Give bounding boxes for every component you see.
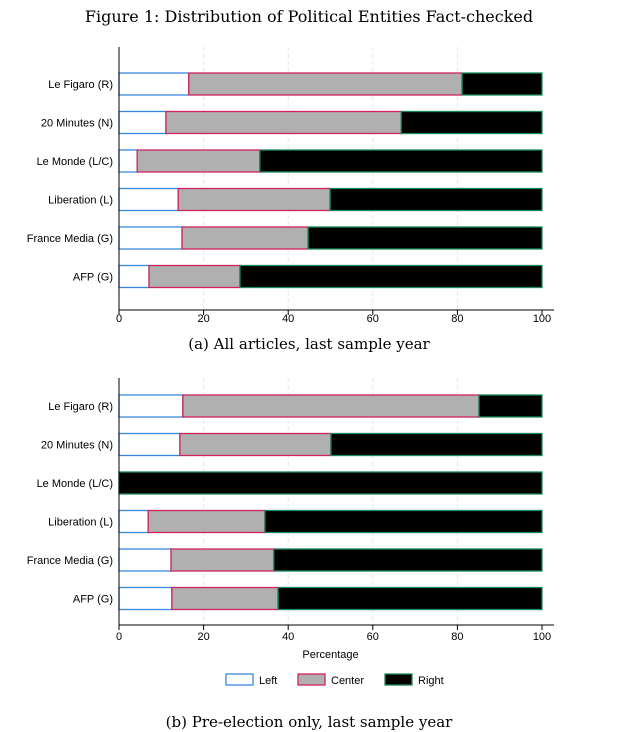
x-tick-label: 60 — [367, 313, 379, 325]
category-label: Le Monde (L/C) — [37, 478, 113, 490]
category-label: AFP (G) — [73, 272, 113, 284]
bar-left — [118, 187, 179, 212]
x-tick-label: 20 — [197, 631, 209, 643]
bar-right — [273, 548, 543, 572]
x-axis-label: Percentage — [302, 649, 358, 661]
x-tick-label: 0 — [116, 313, 122, 325]
x-tick-label: 60 — [367, 631, 379, 643]
bar-center — [177, 187, 331, 212]
category-label: Le Figaro (R) — [48, 79, 113, 91]
x-tick-label: 40 — [282, 631, 294, 643]
bar-left — [118, 432, 181, 457]
figure-title: Figure 1: Distribution of Political Enti… — [85, 7, 533, 26]
bar-center — [148, 264, 241, 289]
x-tick-label: 80 — [451, 631, 463, 643]
legend-label-right: Right — [418, 675, 444, 687]
x-tick-label: 20 — [197, 313, 209, 325]
bar-center — [165, 110, 402, 135]
bar-left — [118, 149, 138, 173]
category-label: Liberation (L) — [48, 195, 113, 207]
bar-left — [118, 586, 173, 611]
bar-right — [329, 187, 543, 212]
bar-right — [264, 509, 543, 534]
legend-label-left: Left — [259, 675, 277, 687]
legend-swatch-right — [384, 673, 413, 686]
x-tick-label: 100 — [533, 313, 551, 325]
bar-left — [118, 548, 172, 572]
x-tick-label: 80 — [451, 313, 463, 325]
bar-center — [179, 432, 332, 457]
bar-left — [118, 394, 184, 418]
bar-right — [400, 110, 543, 135]
bar-center — [170, 548, 275, 572]
legend-swatch-center — [297, 673, 326, 686]
bar-right — [118, 471, 543, 495]
category-label: Le Figaro (R) — [48, 401, 113, 413]
legend-swatch-left — [225, 673, 254, 686]
bar-left — [118, 226, 183, 250]
bar-right — [307, 226, 543, 250]
bar-center — [181, 226, 309, 250]
bar-right — [330, 432, 543, 457]
bar-center — [188, 72, 463, 96]
bar-right — [259, 149, 543, 173]
bar-right — [478, 394, 543, 418]
bar-right — [239, 264, 543, 289]
bar-left — [118, 110, 167, 135]
category-label: Liberation (L) — [48, 517, 113, 529]
category-label: France Media (G) — [27, 233, 113, 245]
bar-left — [118, 509, 149, 534]
bar-center — [136, 149, 261, 173]
x-tick-label: 0 — [116, 631, 122, 643]
chart-caption: (b) Pre-election only, last sample year — [166, 713, 453, 731]
category-label: France Media (G) — [27, 555, 113, 567]
category-label: 20 Minutes (N) — [41, 440, 113, 452]
bar-right — [277, 586, 543, 611]
x-tick-label: 40 — [282, 313, 294, 325]
bar-left — [118, 72, 190, 96]
bar-center — [147, 509, 266, 534]
bar-center — [182, 394, 480, 418]
bar-center — [171, 586, 279, 611]
bar-left — [118, 264, 150, 289]
category-label: AFP (G) — [73, 594, 113, 606]
chart-caption: (a) All articles, last sample year — [188, 335, 430, 353]
category-label: 20 Minutes (N) — [41, 118, 113, 130]
legend-label-center: Center — [331, 675, 364, 687]
bar-right — [461, 72, 543, 96]
x-tick-label: 100 — [533, 631, 551, 643]
category-label: Le Monde (L/C) — [37, 156, 113, 168]
